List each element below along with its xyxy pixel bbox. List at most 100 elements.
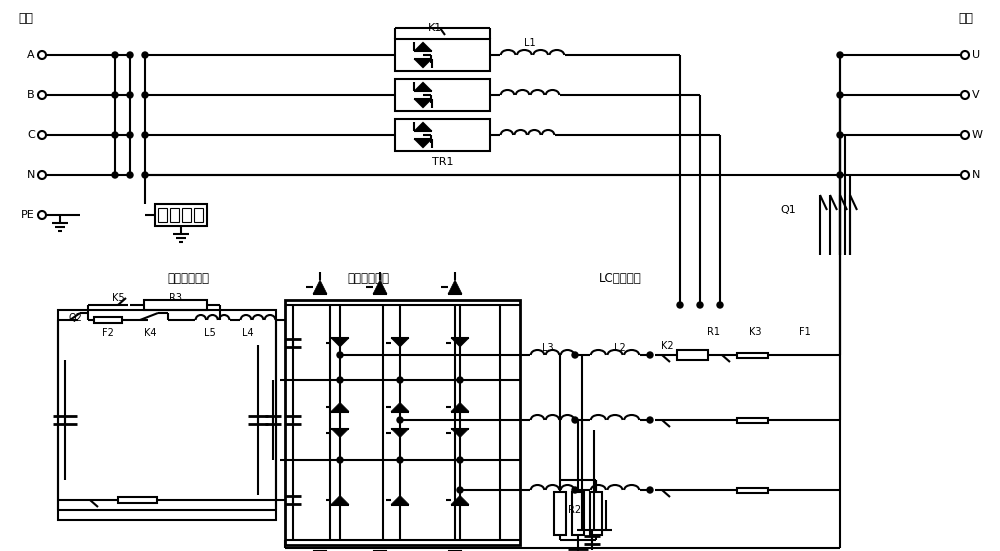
Text: LC滤波单元: LC滤波单元 [599,272,641,284]
Bar [144,300,207,310]
Circle shape [697,302,703,308]
Circle shape [127,132,133,138]
Circle shape [572,417,578,423]
Text: 三电平变流器: 三电平变流器 [347,272,389,284]
Circle shape [647,417,653,423]
Polygon shape [391,495,409,505]
Polygon shape [414,82,432,91]
Circle shape [38,171,46,179]
Circle shape [397,417,403,423]
Circle shape [142,132,148,138]
Circle shape [457,377,463,383]
Text: F2: F2 [102,328,114,338]
Bar [554,492,566,535]
Bar [572,492,584,535]
Bar [170,208,179,222]
Bar [737,488,768,493]
Polygon shape [391,338,409,347]
Bar [118,497,157,503]
Polygon shape [391,402,409,412]
Text: N: N [27,170,35,180]
Text: K2: K2 [661,341,673,351]
Text: K1: K1 [428,23,442,33]
Text: K5: K5 [112,293,124,303]
Circle shape [337,457,343,463]
Text: Q2: Q2 [68,313,82,323]
Text: L4: L4 [242,328,254,338]
Text: C: C [27,130,35,140]
Polygon shape [451,429,469,437]
Circle shape [837,52,843,58]
Text: B: B [27,90,35,100]
Bar [590,492,602,535]
Text: L3: L3 [542,343,554,353]
Text: U: U [972,50,980,60]
Text: 负载: 负载 [958,12,973,24]
Circle shape [647,352,653,358]
Polygon shape [414,59,432,68]
Circle shape [572,487,578,493]
Bar [395,79,490,111]
Circle shape [837,172,843,178]
Bar [737,353,768,358]
Text: A: A [27,50,35,60]
Circle shape [112,92,118,98]
Bar [94,317,122,323]
Polygon shape [331,429,349,437]
Bar [194,208,203,222]
Circle shape [397,377,403,383]
Circle shape [112,172,118,178]
Text: PE: PE [21,210,35,220]
Circle shape [142,92,148,98]
Polygon shape [451,402,469,412]
Bar [737,418,768,423]
Polygon shape [331,402,349,412]
Circle shape [961,91,969,99]
Polygon shape [313,280,327,294]
Text: W: W [972,130,983,140]
Text: L1: L1 [524,38,536,48]
Polygon shape [331,338,349,347]
Polygon shape [391,429,409,437]
Text: 电容储能单元: 电容储能单元 [167,272,209,284]
Circle shape [717,302,723,308]
Polygon shape [373,280,387,294]
Circle shape [38,211,46,219]
Polygon shape [448,280,462,294]
Circle shape [961,171,969,179]
Circle shape [572,352,578,358]
Circle shape [337,377,343,383]
Circle shape [142,52,148,58]
Polygon shape [451,495,469,505]
Circle shape [457,457,463,463]
Circle shape [837,92,843,98]
Circle shape [457,487,463,493]
Circle shape [127,92,133,98]
Text: K3: K3 [749,327,761,337]
Text: 电网: 电网 [18,12,33,24]
Circle shape [397,457,403,463]
Polygon shape [414,139,432,148]
Bar [155,204,207,226]
Text: L5: L5 [204,328,216,338]
Bar [58,310,276,520]
Polygon shape [331,495,349,505]
Text: R1: R1 [708,327,720,337]
Text: Q1: Q1 [780,205,796,215]
Circle shape [837,132,843,138]
Text: K4: K4 [144,328,156,338]
Circle shape [38,91,46,99]
Bar [395,119,490,151]
Text: N: N [972,170,980,180]
Circle shape [647,487,653,493]
Circle shape [38,51,46,59]
Circle shape [127,172,133,178]
Bar [677,350,708,360]
Circle shape [337,352,343,358]
Bar [285,300,520,545]
Text: R3: R3 [168,293,182,303]
Polygon shape [414,122,432,131]
Circle shape [142,172,148,178]
Polygon shape [414,42,432,51]
Text: R2: R2 [568,505,582,515]
